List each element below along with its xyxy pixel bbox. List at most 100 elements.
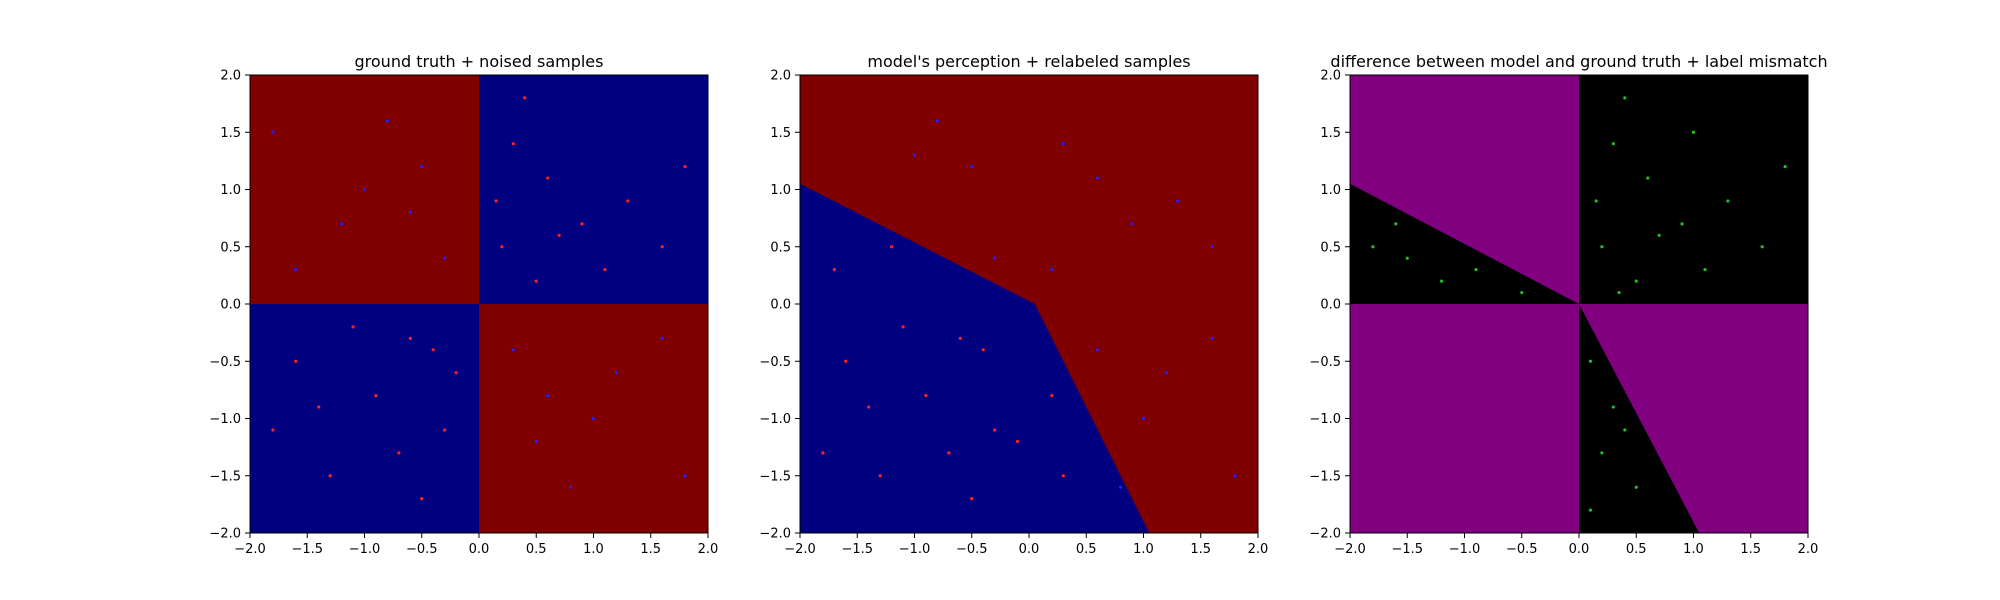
point-s1-18 — [1474, 268, 1478, 272]
y-tick-label: −1.5 — [209, 469, 241, 484]
y-tick-label: −1.0 — [759, 412, 791, 427]
point-s1-1 — [958, 336, 962, 340]
point-s1-2 — [546, 176, 550, 180]
point-s1-17 — [1440, 279, 1444, 283]
point-s1-1 — [1611, 142, 1615, 146]
point-s1-23 — [1600, 451, 1604, 455]
subplot-2: model's perception + relabeled samples −… — [759, 52, 1268, 557]
region-2 — [800, 183, 1150, 533]
point-s2-8 — [993, 256, 997, 260]
y-tick-label: 0.5 — [220, 240, 241, 255]
point-s1-6 — [534, 279, 538, 283]
x-tick-label: −1.5 — [841, 542, 873, 557]
y-tick-label: −0.5 — [1309, 355, 1341, 370]
region-3 — [1350, 183, 1579, 304]
x-tick-label: −1.0 — [349, 542, 381, 557]
x-tick-label: 1.0 — [583, 542, 604, 557]
point-s2-16 — [546, 394, 550, 398]
y-tick-label: −1.0 — [1309, 412, 1341, 427]
y-tick-label: 1.5 — [1320, 126, 1341, 141]
point-s1-17 — [294, 359, 298, 363]
x-tick-label: 2.0 — [698, 542, 719, 557]
point-s1-23 — [317, 405, 321, 409]
x-tick-label: 1.5 — [1740, 542, 1761, 557]
y-tick-label: 0.0 — [220, 298, 241, 313]
point-s1-16 — [443, 428, 447, 432]
point-s2-13 — [1096, 348, 1100, 352]
y-tick-label: −0.5 — [209, 355, 241, 370]
x-tick-label: 0.0 — [1569, 542, 1590, 557]
point-s1-19 — [1394, 222, 1398, 226]
point-s1-14 — [1061, 474, 1065, 478]
point-s1-8 — [523, 96, 527, 100]
y-tick-label: 0.5 — [770, 240, 791, 255]
point-s1-16 — [1405, 256, 1409, 260]
x-tick-label: −2.0 — [784, 542, 816, 557]
point-s2-6 — [362, 187, 367, 192]
point-s2-3 — [1130, 222, 1134, 226]
point-s1-4 — [500, 245, 504, 249]
point-s1-15 — [328, 474, 332, 478]
point-s1-19 — [351, 325, 355, 329]
x-tick-label: −1.0 — [1449, 542, 1481, 557]
region-2 — [479, 75, 708, 304]
x-tick-label: 2.0 — [1798, 542, 1819, 557]
x-tick-label: 0.0 — [469, 542, 490, 557]
point-s1-24 — [431, 348, 435, 352]
point-s1-21 — [271, 428, 275, 432]
y-tick-label: 2.0 — [770, 69, 791, 84]
point-s2-11 — [1119, 485, 1123, 489]
point-s1-20 — [397, 451, 401, 455]
point-s1-11 — [832, 268, 836, 272]
point-s1-3 — [1680, 222, 1684, 226]
point-s1-24 — [1634, 485, 1638, 489]
point-s1-6 — [970, 497, 974, 501]
x-tick-label: −2.0 — [1334, 542, 1366, 557]
point-s1-1 — [511, 142, 515, 146]
x-tick-label: 1.0 — [1133, 542, 1154, 557]
point-s2-4 — [294, 268, 298, 272]
x-tick-label: −0.5 — [1506, 542, 1538, 557]
y-tick-label: 2.0 — [1320, 69, 1341, 84]
point-s1-25 — [1588, 508, 1593, 512]
point-s1-26 — [1623, 428, 1627, 432]
x-tick-label: −2.0 — [234, 542, 266, 557]
point-s2-2 — [1096, 176, 1100, 180]
point-s1-3 — [878, 474, 882, 478]
point-s1-5 — [626, 199, 630, 203]
point-s1-12 — [494, 199, 498, 203]
subplot-3-title: difference between model and ground trut… — [1330, 52, 1827, 71]
point-s1-8 — [1623, 96, 1627, 100]
point-s1-5 — [844, 359, 848, 363]
y-tick-label: 1.0 — [220, 183, 241, 198]
y-tick-label: −2.0 — [759, 527, 791, 542]
region-2 — [1579, 75, 1808, 304]
x-tick-label: 0.5 — [1626, 542, 1647, 557]
point-s1-7 — [1760, 245, 1764, 249]
point-s2-9 — [534, 439, 538, 443]
y-tick-label: 1.5 — [220, 126, 241, 141]
point-s1-11 — [1783, 165, 1787, 169]
point-s2-6 — [970, 165, 974, 169]
x-tick-label: 0.0 — [1019, 542, 1040, 557]
point-s1-7 — [660, 245, 664, 249]
point-s1-5 — [1726, 199, 1730, 203]
x-tick-label: 1.0 — [1683, 542, 1704, 557]
point-s1-9 — [1703, 268, 1707, 272]
point-s1-13 — [1691, 130, 1696, 134]
point-s1-15 — [1371, 245, 1375, 249]
point-s2-15 — [912, 153, 917, 157]
point-s1-4 — [993, 428, 997, 432]
point-s2-7 — [271, 130, 275, 134]
x-tick-label: 1.5 — [1190, 542, 1211, 557]
y-tick-label: 1.0 — [770, 183, 791, 198]
point-s2-10 — [614, 371, 618, 375]
point-s1-13 — [408, 336, 412, 340]
x-tick-label: 1.5 — [640, 542, 661, 557]
y-tick-label: −1.0 — [209, 412, 241, 427]
point-s2-12 — [1233, 474, 1237, 478]
point-s1-10 — [1657, 233, 1661, 237]
point-s1-13 — [1050, 394, 1054, 398]
subplot-1: ground truth + noised samples −2.0 −1.5 −1… — [209, 52, 718, 557]
